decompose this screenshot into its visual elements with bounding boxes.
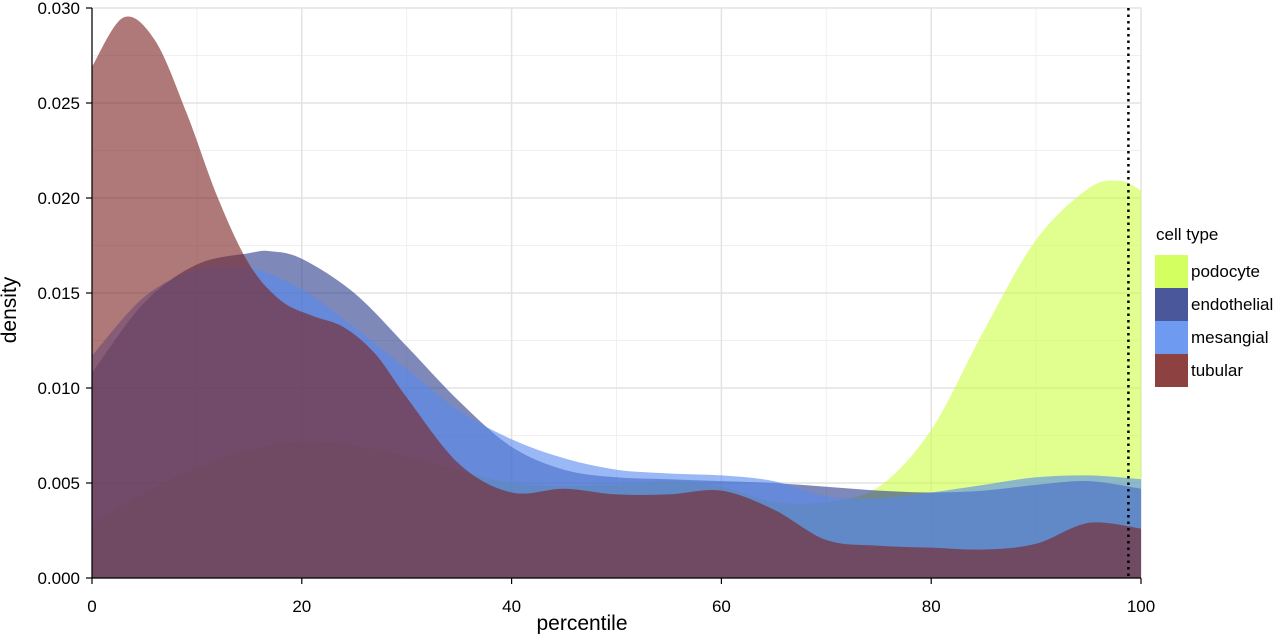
- y-tick-label: 0.005: [37, 474, 80, 493]
- x-tick-label: 60: [712, 597, 731, 616]
- legend-swatch-mesangial: [1155, 321, 1188, 354]
- density-area-tubular: [92, 16, 1141, 579]
- x-axis-title: percentile: [536, 612, 627, 634]
- y-tick-label: 0.000: [37, 569, 80, 588]
- y-tick-label: 0.015: [37, 284, 80, 303]
- legend-label-endothelial: endothelial: [1191, 295, 1273, 314]
- x-tick-label: 20: [292, 597, 311, 616]
- y-tick-label: 0.010: [37, 379, 80, 398]
- ticks: 0 20 40 60 80 100 0.000 0.005 0.010 0.015 0.020 0.0…: [37, 0, 1155, 616]
- y-tick-label: 0.030: [37, 0, 80, 18]
- x-tick-label: 100: [1127, 597, 1155, 616]
- legend-swatch-tubular: [1155, 354, 1188, 387]
- legend-label-podocyte: podocyte: [1191, 262, 1260, 281]
- y-tick-label: 0.025: [37, 94, 80, 113]
- x-tick-label: 80: [922, 597, 941, 616]
- x-tick-label: 0: [87, 597, 96, 616]
- legend-swatch-endothelial: [1155, 288, 1188, 321]
- legend-label-mesangial: mesangial: [1191, 328, 1269, 347]
- legend-swatch-podocyte: [1155, 255, 1188, 288]
- legend-label-tubular: tubular: [1191, 361, 1243, 380]
- legend-title: cell type: [1156, 225, 1218, 244]
- legend: cell type podocyte endothelial mesangial tu…: [1155, 225, 1273, 387]
- y-axis-title: density: [0, 276, 21, 343]
- x-tick-label: 40: [502, 597, 521, 616]
- density-areas: [92, 16, 1141, 579]
- y-tick-label: 0.020: [37, 189, 80, 208]
